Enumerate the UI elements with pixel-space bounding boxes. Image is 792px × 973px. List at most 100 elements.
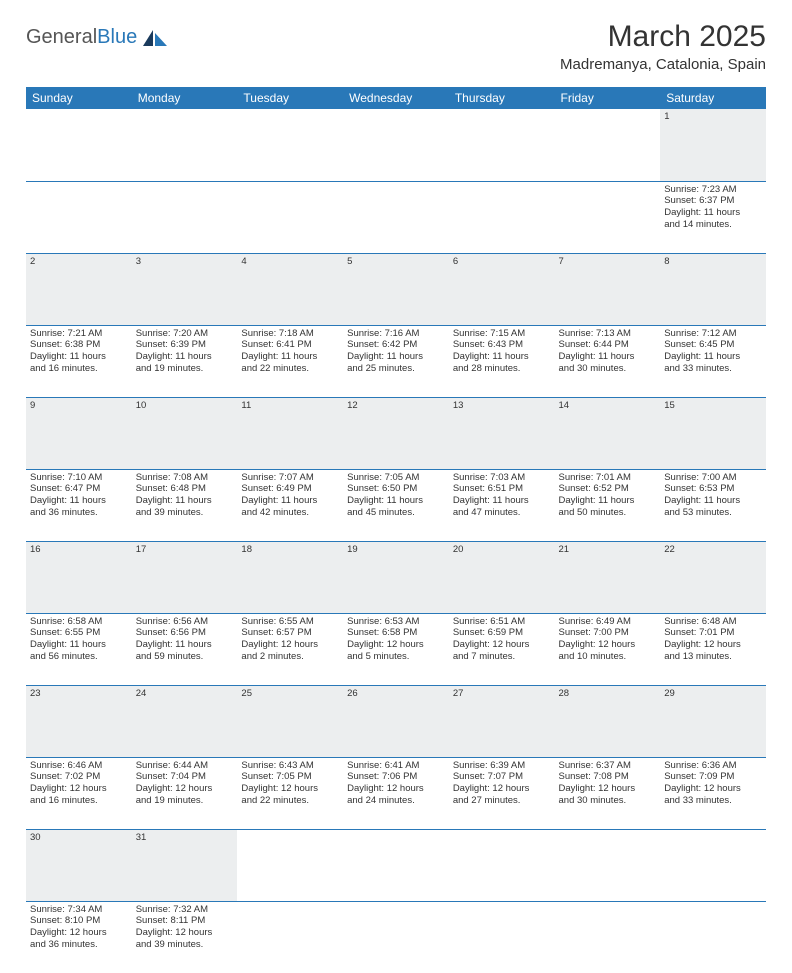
daylight-line1: Daylight: 11 hours — [664, 495, 762, 507]
sunset-text: Sunset: 7:05 PM — [241, 771, 339, 783]
daylight-line1: Daylight: 12 hours — [136, 927, 234, 939]
daylight-line2: and 39 minutes. — [136, 939, 234, 951]
daynum-cell: 28 — [555, 685, 661, 757]
logo-word-2: Blue — [97, 26, 137, 48]
daylight-line1: Daylight: 12 hours — [347, 783, 445, 795]
week-row: Sunrise: 6:46 AMSunset: 7:02 PMDaylight:… — [26, 757, 766, 829]
daynum-cell: 27 — [449, 685, 555, 757]
day-cell — [132, 181, 238, 253]
daynum-cell: 5 — [343, 253, 449, 325]
daylight-line1: Daylight: 12 hours — [30, 927, 128, 939]
daynum-cell: 10 — [132, 397, 238, 469]
daylight-line1: Daylight: 11 hours — [664, 351, 762, 363]
daynum-cell: 2 — [26, 253, 132, 325]
day-cell: Sunrise: 7:07 AMSunset: 6:49 PMDaylight:… — [237, 469, 343, 541]
sunrise-text: Sunrise: 7:10 AM — [30, 472, 128, 484]
col-thursday: Thursday — [449, 87, 555, 109]
daynum-cell: 1 — [660, 109, 766, 181]
sunrise-text: Sunrise: 7:12 AM — [664, 328, 762, 340]
daylight-line2: and 30 minutes. — [559, 795, 657, 807]
daylight-line1: Daylight: 11 hours — [453, 495, 551, 507]
day-cell — [237, 181, 343, 253]
logo-text: GeneralBlue — [26, 26, 137, 49]
daynum-cell: 9 — [26, 397, 132, 469]
sunrise-text: Sunrise: 7:34 AM — [30, 904, 128, 916]
daylight-line1: Daylight: 11 hours — [30, 351, 128, 363]
sunset-text: Sunset: 6:42 PM — [347, 339, 445, 351]
daynum-cell — [449, 109, 555, 181]
daynum-cell: 30 — [26, 829, 132, 901]
daylight-line2: and 28 minutes. — [453, 363, 551, 375]
day-cell: Sunrise: 6:48 AMSunset: 7:01 PMDaylight:… — [660, 613, 766, 685]
daylight-line1: Daylight: 11 hours — [30, 495, 128, 507]
daynum-cell: 31 — [132, 829, 238, 901]
day-cell: Sunrise: 6:44 AMSunset: 7:04 PMDaylight:… — [132, 757, 238, 829]
location-text: Madremanya, Catalonia, Spain — [560, 56, 766, 73]
day-cell: Sunrise: 7:10 AMSunset: 6:47 PMDaylight:… — [26, 469, 132, 541]
daylight-line2: and 14 minutes. — [664, 219, 762, 231]
calendar-table: Sunday Monday Tuesday Wednesday Thursday… — [26, 87, 766, 973]
sunset-text: Sunset: 7:01 PM — [664, 627, 762, 639]
daylight-line1: Daylight: 12 hours — [241, 783, 339, 795]
daynum-cell: 3 — [132, 253, 238, 325]
sunrise-text: Sunrise: 6:36 AM — [664, 760, 762, 772]
sunrise-text: Sunrise: 7:08 AM — [136, 472, 234, 484]
daynum-row: 3031 — [26, 829, 766, 901]
daynum-row: 16171819202122 — [26, 541, 766, 613]
day-cell: Sunrise: 7:05 AMSunset: 6:50 PMDaylight:… — [343, 469, 449, 541]
daylight-line2: and 27 minutes. — [453, 795, 551, 807]
day-cell: Sunrise: 7:20 AMSunset: 6:39 PMDaylight:… — [132, 325, 238, 397]
col-wednesday: Wednesday — [343, 87, 449, 109]
day-cell: Sunrise: 6:55 AMSunset: 6:57 PMDaylight:… — [237, 613, 343, 685]
day-cell — [237, 901, 343, 973]
day-cell: Sunrise: 7:16 AMSunset: 6:42 PMDaylight:… — [343, 325, 449, 397]
sunrise-text: Sunrise: 7:16 AM — [347, 328, 445, 340]
daylight-line2: and 39 minutes. — [136, 507, 234, 519]
daynum-cell: 18 — [237, 541, 343, 613]
daynum-cell: 26 — [343, 685, 449, 757]
daylight-line2: and 5 minutes. — [347, 651, 445, 663]
sunset-text: Sunset: 8:11 PM — [136, 915, 234, 927]
day-cell — [449, 901, 555, 973]
sunrise-text: Sunrise: 7:03 AM — [453, 472, 551, 484]
sunrise-text: Sunrise: 7:18 AM — [241, 328, 339, 340]
daylight-line2: and 53 minutes. — [664, 507, 762, 519]
day-cell — [343, 901, 449, 973]
day-cell: Sunrise: 6:49 AMSunset: 7:00 PMDaylight:… — [555, 613, 661, 685]
daynum-cell: 6 — [449, 253, 555, 325]
daylight-line2: and 22 minutes. — [241, 795, 339, 807]
daynum-cell: 16 — [26, 541, 132, 613]
col-tuesday: Tuesday — [237, 87, 343, 109]
daylight-line2: and 33 minutes. — [664, 795, 762, 807]
daynum-cell: 29 — [660, 685, 766, 757]
daylight-line2: and 19 minutes. — [136, 363, 234, 375]
sunset-text: Sunset: 8:10 PM — [30, 915, 128, 927]
daylight-line2: and 16 minutes. — [30, 363, 128, 375]
sunrise-text: Sunrise: 6:41 AM — [347, 760, 445, 772]
sunset-text: Sunset: 6:50 PM — [347, 483, 445, 495]
sunset-text: Sunset: 6:59 PM — [453, 627, 551, 639]
daynum-cell: 7 — [555, 253, 661, 325]
day-cell: Sunrise: 7:03 AMSunset: 6:51 PMDaylight:… — [449, 469, 555, 541]
daynum-cell: 23 — [26, 685, 132, 757]
day-cell: Sunrise: 7:08 AMSunset: 6:48 PMDaylight:… — [132, 469, 238, 541]
sunset-text: Sunset: 6:45 PM — [664, 339, 762, 351]
daylight-line2: and 36 minutes. — [30, 939, 128, 951]
day-cell: Sunrise: 6:46 AMSunset: 7:02 PMDaylight:… — [26, 757, 132, 829]
sunset-text: Sunset: 7:09 PM — [664, 771, 762, 783]
sunrise-text: Sunrise: 6:48 AM — [664, 616, 762, 628]
col-sunday: Sunday — [26, 87, 132, 109]
daynum-row: 1 — [26, 109, 766, 181]
sunrise-text: Sunrise: 6:53 AM — [347, 616, 445, 628]
daylight-line1: Daylight: 12 hours — [136, 783, 234, 795]
sunrise-text: Sunrise: 6:55 AM — [241, 616, 339, 628]
sunrise-text: Sunrise: 7:07 AM — [241, 472, 339, 484]
daylight-line1: Daylight: 11 hours — [559, 495, 657, 507]
sunrise-text: Sunrise: 7:15 AM — [453, 328, 551, 340]
daynum-cell: 12 — [343, 397, 449, 469]
daylight-line2: and 56 minutes. — [30, 651, 128, 663]
daylight-line2: and 13 minutes. — [664, 651, 762, 663]
day-cell: Sunrise: 6:36 AMSunset: 7:09 PMDaylight:… — [660, 757, 766, 829]
day-cell: Sunrise: 6:53 AMSunset: 6:58 PMDaylight:… — [343, 613, 449, 685]
daynum-cell: 4 — [237, 253, 343, 325]
